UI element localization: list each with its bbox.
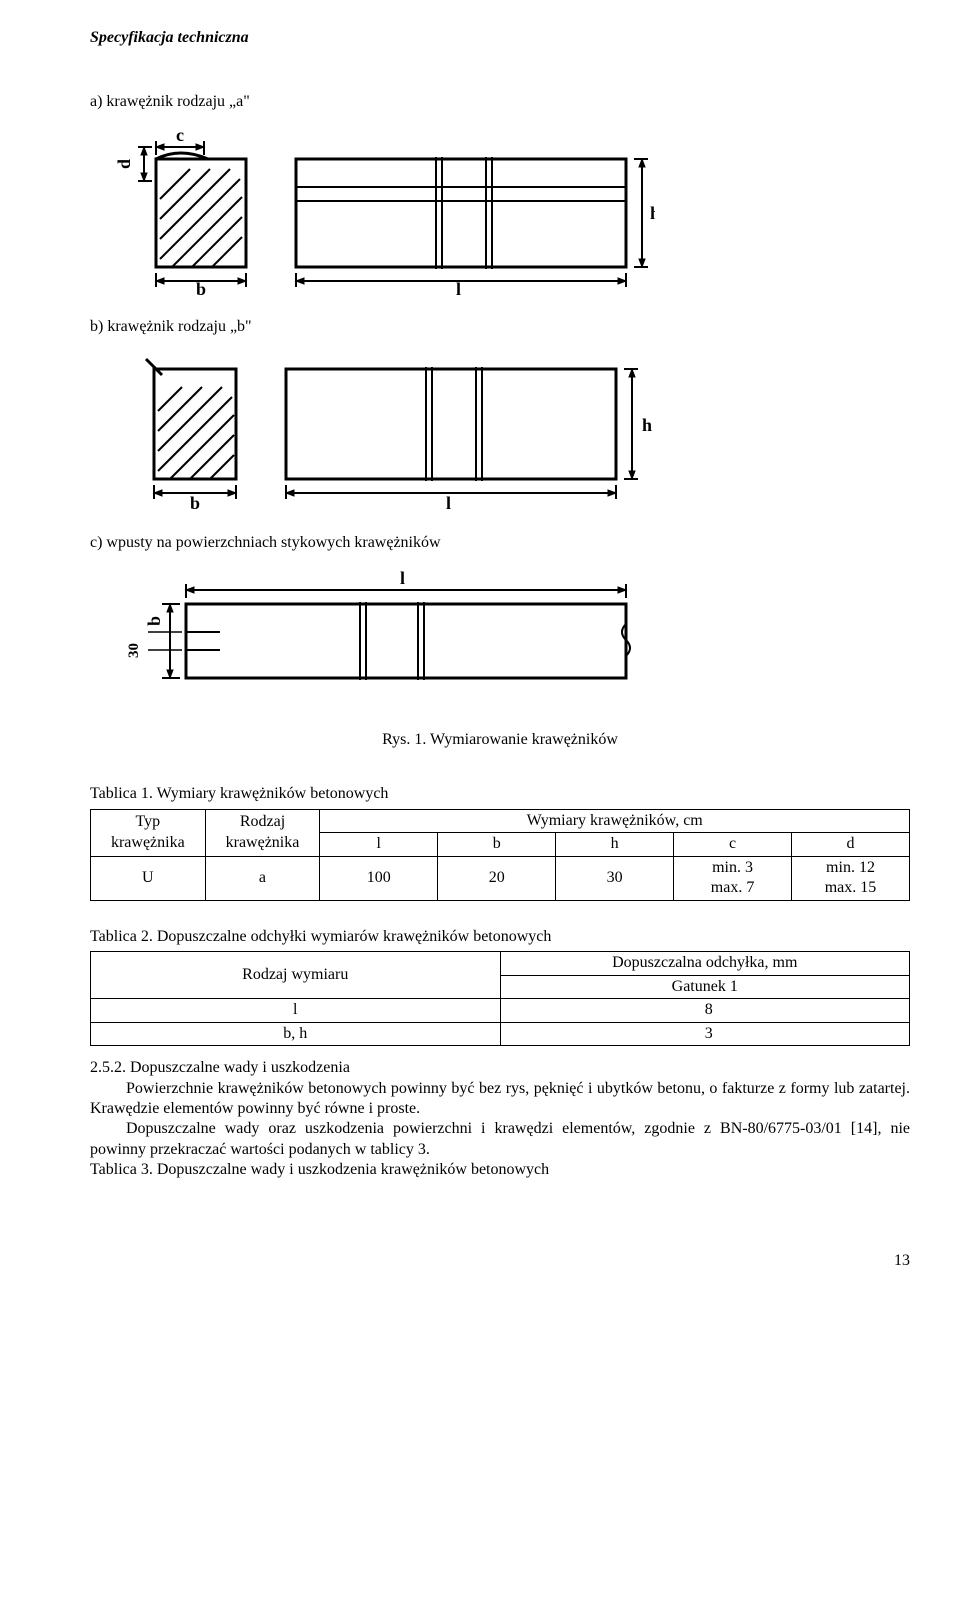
p252-a: Powierzchnie krawężników betonowych powi… (90, 1079, 910, 1120)
section-b-label: b) krawężnik rodzaju „b" (90, 317, 910, 337)
svg-text:l: l (446, 493, 451, 511)
document-title: Specyfikacja techniczna (90, 28, 910, 48)
table3-caption: Tablica 3. Dopuszczalne wady i uszkodzen… (90, 1161, 549, 1178)
svg-text:h: h (650, 203, 655, 223)
svg-text:b: b (144, 616, 164, 626)
t2-head-rodzaj: Rodzaj wymiaru (91, 952, 501, 999)
t1-rodzaj: a (205, 856, 320, 900)
t2-row1-value: 3 (500, 1022, 910, 1045)
section-a-label: a) krawężnik rodzaju „a" (90, 92, 910, 112)
section-252-title: 2.5.2. Dopuszczalne wady i uszkodzenia (90, 1059, 350, 1076)
svg-text:b: b (190, 493, 200, 511)
svg-text:l: l (400, 568, 405, 588)
table1: Typ krawężnika Rodzaj krawężnika Wymiary… (90, 809, 910, 901)
table2: Rodzaj wymiaru Dopuszczalna odchyłka, mm… (90, 951, 910, 1046)
diagram-b: b l h (90, 351, 910, 511)
t1-head-l: l (320, 833, 438, 856)
t2-row0-label: l (91, 999, 501, 1022)
p252-b: Dopuszczalne wady oraz uszkodzenia powie… (90, 1119, 910, 1160)
table1-caption: Tablica 1. Wymiary krawężników betonowyc… (90, 784, 910, 804)
svg-text:h: h (642, 415, 652, 435)
t1-head-d: d (792, 833, 910, 856)
diagram-c: l b 30 (90, 568, 910, 708)
svg-text:d: d (114, 159, 134, 169)
diagram-a: c d b l h (90, 127, 910, 295)
t1-head-wymiary: Wymiary krawężników, cm (320, 809, 910, 832)
page-number: 13 (90, 1251, 910, 1271)
t1-head-rodzaj: Rodzaj krawężnika (205, 809, 320, 856)
t1-b: 20 (438, 856, 556, 900)
t1-head-b: b (438, 833, 556, 856)
t1-c: min. 3 max. 7 (674, 856, 792, 900)
t1-head-h: h (556, 833, 674, 856)
t2-row0-value: 8 (500, 999, 910, 1022)
svg-text:c: c (176, 127, 184, 145)
svg-text:30: 30 (126, 643, 142, 658)
t2-row1-label: b, h (91, 1022, 501, 1045)
table2-caption: Tablica 2. Dopuszczalne odchyłki wymiaró… (90, 927, 910, 947)
svg-text:l: l (456, 279, 461, 295)
t1-head-c: c (674, 833, 792, 856)
svg-text:b: b (196, 279, 206, 295)
t1-typ: U (91, 856, 206, 900)
t2-head-gatunek: Gatunek 1 (500, 975, 910, 998)
section-252: 2.5.2. Dopuszczalne wady i uszkodzenia P… (90, 1058, 910, 1181)
t2-head-odchylka: Dopuszczalna odchyłka, mm (500, 952, 910, 975)
t1-d: min. 12 max. 15 (792, 856, 910, 900)
figure-caption: Rys. 1. Wymiarowanie krawężników (90, 730, 910, 750)
section-c-label: c) wpusty na powierzchniach stykowych kr… (90, 533, 910, 553)
t1-h: 30 (556, 856, 674, 900)
t1-head-typ: Typ krawężnika (91, 809, 206, 856)
t1-l: 100 (320, 856, 438, 900)
